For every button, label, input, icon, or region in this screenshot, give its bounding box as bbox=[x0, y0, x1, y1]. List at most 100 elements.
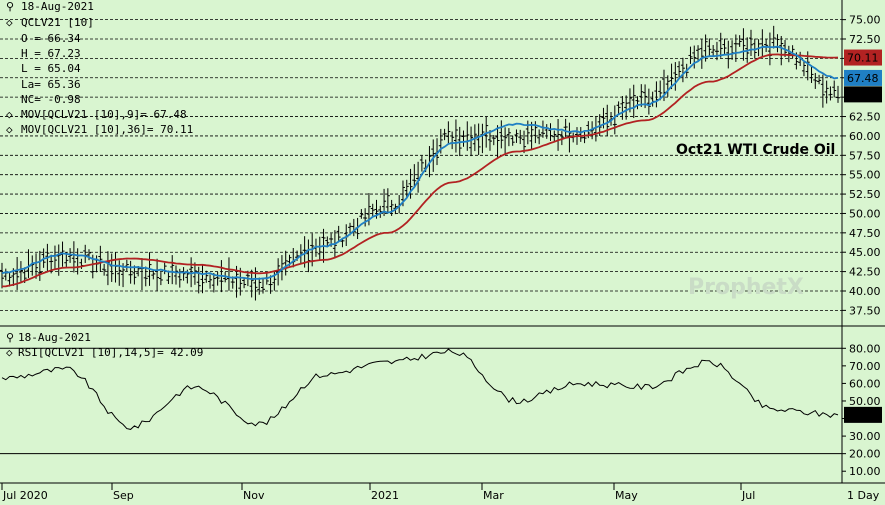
price-bar bbox=[446, 121, 451, 144]
price-bar bbox=[272, 270, 277, 291]
price-bar bbox=[635, 96, 640, 110]
price-tick-label: 52.50 bbox=[849, 188, 881, 201]
price-bar bbox=[529, 121, 534, 151]
price-bar bbox=[537, 129, 542, 145]
x-tick-label: 1 Day bbox=[847, 489, 880, 502]
price-bar bbox=[143, 266, 148, 287]
price-bar bbox=[665, 75, 670, 97]
price-bar bbox=[283, 250, 288, 276]
x-tick-label: Jul bbox=[741, 489, 755, 502]
price-bar bbox=[385, 188, 390, 214]
price-tags: 70.11 67.48 65.36 42.09 bbox=[844, 49, 882, 423]
price-bar bbox=[522, 130, 527, 154]
price-tick-label: 75.00 bbox=[849, 14, 881, 27]
x-tick-label: Jul 2020 bbox=[2, 489, 48, 502]
price-bar bbox=[317, 236, 322, 261]
price-tick-label: 45.00 bbox=[849, 246, 881, 259]
price-bar bbox=[582, 132, 587, 144]
price-bar bbox=[242, 277, 247, 289]
rsi-tick-label: 60.00 bbox=[849, 377, 881, 390]
x-tick-label: May bbox=[615, 489, 638, 502]
price-bar bbox=[98, 245, 103, 272]
price-bar bbox=[404, 179, 409, 198]
price-bar bbox=[18, 261, 23, 282]
price-bar bbox=[559, 131, 564, 146]
price-bar bbox=[722, 38, 727, 55]
price-bar bbox=[487, 130, 492, 151]
rsi-header-legend: ⚲ 18-Aug-2021 ◇ RSI[QCLV21 [10],14,5]= 4… bbox=[6, 331, 203, 359]
rsi-zoom-icon[interactable]: ⚲ bbox=[6, 331, 14, 344]
price-bar bbox=[469, 126, 474, 157]
price-tick-label: 50.00 bbox=[849, 207, 881, 220]
price-bar bbox=[824, 80, 829, 104]
rsi-tick-label: 50.00 bbox=[849, 395, 881, 408]
ma-slow-line bbox=[1, 53, 839, 288]
x-tick-label: Mar bbox=[483, 489, 504, 502]
price-bar bbox=[408, 168, 413, 199]
ma-slow-diamond-icon: ◇ bbox=[6, 123, 13, 136]
price-bar bbox=[419, 155, 424, 172]
price-bar bbox=[238, 267, 243, 296]
price-bar bbox=[733, 34, 738, 62]
price-bar bbox=[813, 72, 818, 89]
price-header-legend: ⚲ 18-Aug-2021 ◇ QCLV21 [10] O = 66.34 H … bbox=[6, 0, 193, 136]
price-bar bbox=[540, 120, 545, 138]
price-bar bbox=[748, 29, 753, 57]
price-bar bbox=[820, 74, 825, 108]
price-bar bbox=[132, 265, 137, 285]
price-bar bbox=[616, 101, 621, 114]
price-bar bbox=[192, 262, 197, 285]
price-bar bbox=[412, 164, 417, 187]
price-bar bbox=[771, 25, 776, 49]
price-bar bbox=[166, 270, 171, 285]
moving-average-lines bbox=[1, 45, 839, 288]
ma-slow-legend: MOV[QCLV21 [10],36]= 70.11 bbox=[21, 123, 193, 136]
price-bar bbox=[669, 63, 674, 90]
price-bar bbox=[836, 85, 840, 103]
price-bar bbox=[495, 125, 500, 160]
price-bar bbox=[699, 38, 704, 69]
price-bar bbox=[688, 46, 693, 64]
price-bar bbox=[359, 209, 364, 219]
price-bar bbox=[692, 45, 697, 69]
price-bar bbox=[548, 123, 553, 141]
ma-slow-price-tag-bg bbox=[844, 49, 882, 66]
price-bar bbox=[211, 272, 216, 293]
rsi-line bbox=[1, 348, 839, 430]
price-bar bbox=[261, 278, 266, 294]
price-bar bbox=[200, 265, 205, 294]
price-bar bbox=[363, 208, 368, 227]
price-tick-label: 40.00 bbox=[849, 285, 881, 298]
price-bar bbox=[673, 62, 678, 91]
price-bar bbox=[215, 271, 220, 286]
price-tick-label: 55.00 bbox=[849, 169, 881, 182]
price-tick-label: 57.50 bbox=[849, 149, 881, 162]
price-bar bbox=[158, 272, 163, 286]
price-bar bbox=[325, 236, 330, 248]
ma-fast-diamond-icon: ◇ bbox=[6, 108, 13, 121]
price-bar bbox=[680, 57, 685, 83]
price-bar bbox=[578, 127, 583, 142]
watermark: ProphetX bbox=[688, 275, 804, 300]
rsi-header-label: RSI[QCLV21 [10],14,5]= 42.09 bbox=[18, 346, 203, 359]
ma-fast-price-tag: 67.48 bbox=[844, 69, 882, 86]
ma-fast-line bbox=[1, 45, 839, 281]
header-last: La= 65.36 bbox=[21, 78, 81, 91]
price-bar bbox=[151, 269, 156, 280]
x-axis: Jul 2020 Sep Nov 2021 Mar May Jul 1 Day bbox=[1, 483, 880, 502]
price-bar bbox=[208, 274, 213, 289]
price-bar bbox=[518, 129, 523, 145]
price-bar bbox=[506, 128, 511, 147]
price-bar bbox=[37, 250, 42, 281]
rsi-tick-label: 10.00 bbox=[849, 465, 881, 478]
rsi-tick-label: 70.00 bbox=[849, 360, 881, 373]
price-bar bbox=[370, 203, 375, 217]
price-bar bbox=[639, 84, 644, 107]
rsi-tick-label: 80.00 bbox=[849, 342, 881, 355]
zoom-icon[interactable]: ⚲ bbox=[6, 0, 14, 13]
rsi-header-date: 18-Aug-2021 bbox=[18, 331, 91, 344]
price-bar bbox=[64, 252, 69, 269]
price-bar bbox=[752, 38, 757, 59]
rsi-last-tag-text: 42.09 bbox=[847, 409, 879, 422]
